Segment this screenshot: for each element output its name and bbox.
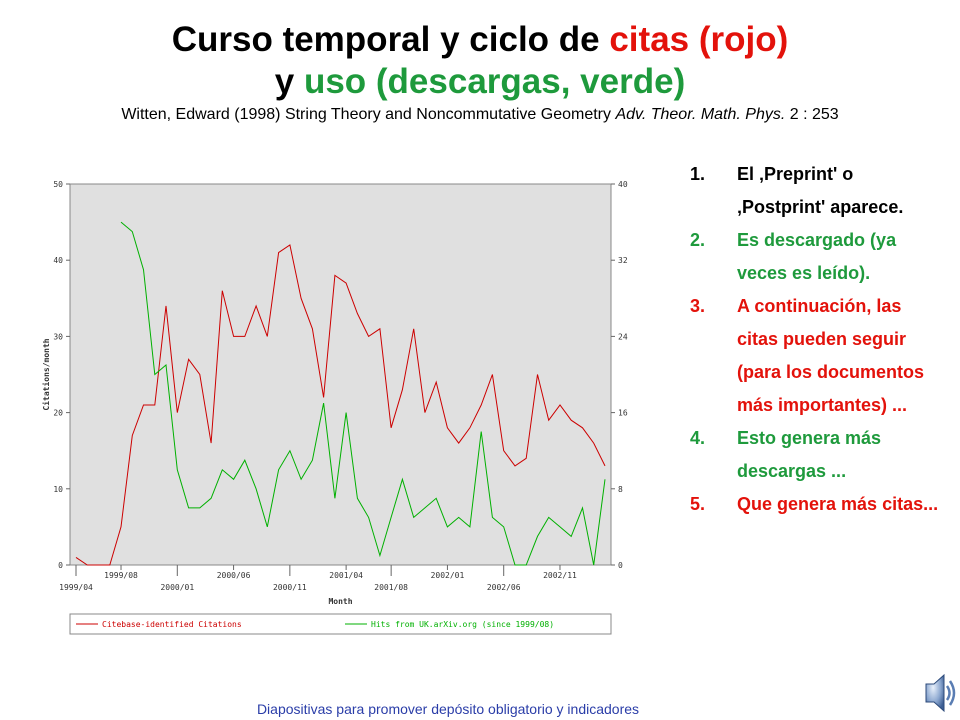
right-tick-label: 16 xyxy=(618,409,628,418)
slide-title-line2: y uso (descargas, verde) xyxy=(0,62,960,102)
subtitle-author: Witten, Edward (1998) String Theory and … xyxy=(121,106,616,123)
series-line xyxy=(120,221,606,566)
series-line xyxy=(75,244,606,566)
x-tick-label: 2000/01 xyxy=(160,583,194,592)
legend-label: Hits from UK.arXiv.org (since 1999/08) xyxy=(371,620,554,629)
title-prefix-2: y xyxy=(274,62,304,101)
title-prefix-1: Curso temporal y ciclo de xyxy=(171,20,610,59)
x-tick-label: 2000/06 xyxy=(217,571,251,580)
title-red-part: citas (rojo) xyxy=(609,20,789,59)
x-tick-label: 2001/08 xyxy=(374,583,408,592)
right-tick-label: 0 xyxy=(618,561,623,570)
list-item-number: 1. xyxy=(690,164,706,184)
footer-text: Diapositivas para promover depósito obli… xyxy=(256,701,640,717)
left-tick-label: 50 xyxy=(53,180,63,189)
speaker-icon[interactable] xyxy=(918,670,958,716)
right-tick-label: 24 xyxy=(618,332,628,341)
left-tick-label: 20 xyxy=(53,409,63,418)
list-item: 2. Es descargado (ya veces es leído). xyxy=(690,224,945,290)
slide-title-line1: Curso temporal y ciclo de citas (rojo) xyxy=(0,20,960,60)
left-tick-label: 30 xyxy=(53,332,63,341)
right-tick-label: 8 xyxy=(618,485,623,494)
list-item: 3. A continuación, las citas pueden segui… xyxy=(690,290,945,422)
list-item-number: 3. xyxy=(690,296,706,316)
x-tick-label: 1999/04 xyxy=(59,583,93,592)
x-tick-label: 2001/04 xyxy=(329,571,363,580)
subtitle-volume: 2 : 253 xyxy=(785,106,839,123)
plot-area xyxy=(69,183,612,566)
list-item-text: Es descargado (ya veces es leído). xyxy=(737,230,897,283)
process-list: 1. El ‚Preprint' o ‚Postprint' aparece. 2.… xyxy=(690,158,945,521)
list-item-number: 4. xyxy=(690,428,706,448)
list-item-number: 5. xyxy=(690,494,706,514)
right-axis-label: Hits/month xyxy=(629,350,630,398)
citations-hits-chart: 0 10 20 30 40 50 0 8 16 24 32 40 1999/08 2000/06 2001/… xyxy=(40,172,630,642)
citation-subtitle: Witten, Edward (1998) String Theory and … xyxy=(0,106,960,124)
title-green-part: uso (descargas, verde) xyxy=(303,62,686,101)
x-tick-label: 1999/08 xyxy=(104,571,138,580)
left-tick-label: 10 xyxy=(53,485,63,494)
x-tick-label: 2002/11 xyxy=(543,571,577,580)
x-tick-label: 2002/06 xyxy=(487,583,521,592)
legend-box xyxy=(69,613,612,635)
x-tick-label: 2000/11 xyxy=(273,583,307,592)
right-tick-label: 32 xyxy=(618,256,628,265)
list-item-text: Esto genera más descargas ... xyxy=(737,428,882,481)
x-tick-label: 2002/01 xyxy=(431,571,465,580)
left-tick-label: 0 xyxy=(58,561,63,570)
list-item-text: A continuación, las citas pueden seguir … xyxy=(737,296,925,415)
list-item: 5. Que genera más citas... xyxy=(690,488,945,521)
right-tick-label: 40 xyxy=(618,180,628,189)
list-item-text: Que genera más citas... xyxy=(737,494,939,514)
list-item-number: 2. xyxy=(690,230,706,250)
list-item-text: El ‚Preprint' o ‚Postprint' aparece. xyxy=(737,164,904,217)
list-item: 1. El ‚Preprint' o ‚Postprint' aparece. xyxy=(690,158,945,224)
left-tick-label: 40 xyxy=(53,256,63,265)
list-item: 4. Esto genera más descargas ... xyxy=(690,422,945,488)
legend-label: Citebase-identified Citations xyxy=(102,620,242,629)
left-axis-label: Citations/month xyxy=(41,338,51,410)
x-axis-label: Month xyxy=(328,597,352,606)
subtitle-journal: Adv. Theor. Math. Phys. xyxy=(615,106,786,123)
